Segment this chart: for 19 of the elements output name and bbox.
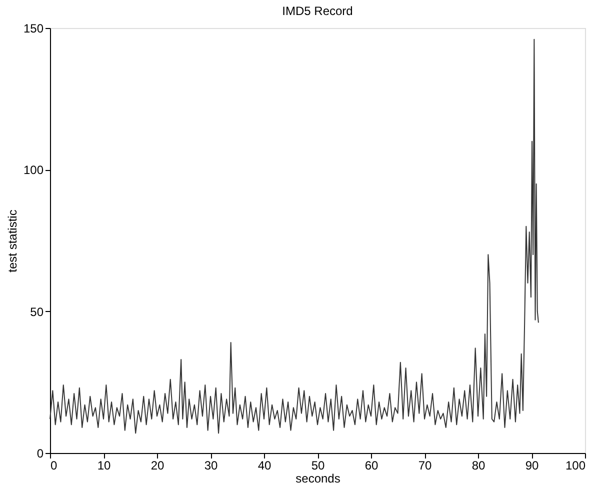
x-tick-label: 60 [364,458,378,472]
x-tick-label: 40 [258,458,272,472]
x-tick-label: 0 [50,458,58,472]
x-tick-label: 80 [472,458,486,472]
chart-title: IMD5 Record [282,4,353,18]
x-tick-label: 30 [204,458,218,472]
y-tick-label: 0 [36,446,44,460]
x-tick-label: 20 [150,458,164,472]
x-tick-label: 70 [418,458,432,472]
x-axis-title: seconds [296,472,340,486]
y-tick-label: 150 [23,22,44,36]
x-tick-label: 10 [97,458,111,472]
y-tick-label: 50 [30,304,44,319]
line-series [50,38,539,434]
x-tick-label: 100 [565,458,586,472]
y-tick-label: 100 [23,163,44,178]
x-tick-label: 90 [525,458,539,472]
x-tick-label: 50 [311,458,325,472]
y-axis-title: test statistic [5,210,20,272]
